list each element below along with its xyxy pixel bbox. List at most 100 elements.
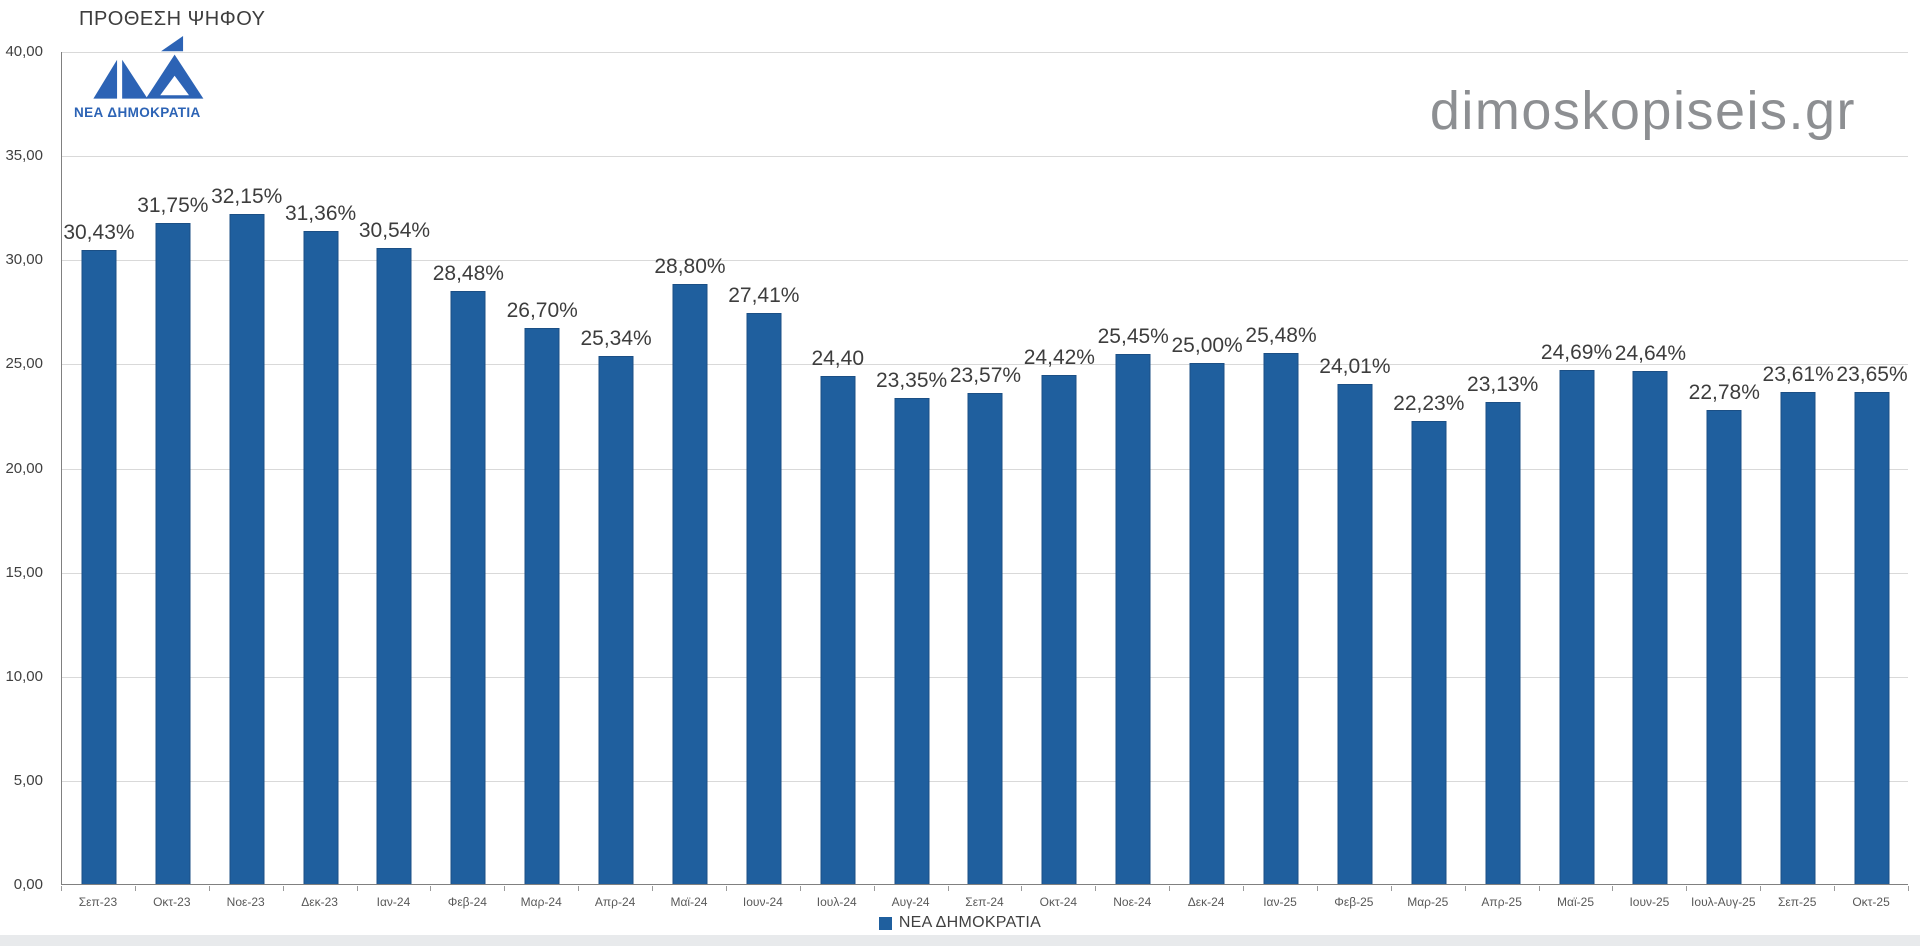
chart-title: ΠΡΟΘΕΣΗ ΨΗΦΟΥ [79, 8, 266, 30]
x-axis-tick [1464, 886, 1466, 891]
x-tick-label: Οκτ-25 [1852, 895, 1890, 909]
bar-slot: 24,69% [1540, 52, 1614, 884]
bar-value-label: 25,48% [1245, 324, 1317, 348]
x-tick-label: Μαρ-24 [520, 895, 562, 909]
bar-value-label: 28,80% [654, 255, 726, 279]
bar-slot: 25,34% [579, 52, 653, 884]
x-axis-tick [1390, 886, 1392, 891]
bar-slot: 31,75% [136, 52, 210, 884]
bar-Δεκ-23 [303, 230, 339, 884]
y-tick-label: 40,00 [5, 43, 43, 60]
bar-Αυγ-24 [894, 397, 930, 884]
nea-dimokratia-logo-icon [93, 36, 204, 99]
bar-Οκτ-23 [155, 222, 191, 884]
bar-Ιουν-25 [1632, 370, 1668, 884]
bar-value-label: 24,64% [1614, 341, 1687, 365]
bar-Απρ-24 [598, 356, 634, 884]
x-tick-label: Οκτ-24 [1039, 895, 1078, 909]
bar-Ιαν-24 [376, 248, 412, 884]
bar-slot: 23,65% [1835, 52, 1909, 884]
y-tick-label: 10,00 [5, 667, 43, 685]
nea-dimokratia-logo-text: ΝΕΑ ΔΗΜΟΚΡΑΤΙΑ [74, 105, 201, 120]
gridline [62, 364, 1908, 366]
bar-slot: 23,61% [1761, 52, 1835, 884]
x-tick-label: Σεπ-24 [965, 895, 1004, 909]
bar-value-label: 23,65% [1836, 362, 1908, 386]
bar-Σεπ-24 [967, 393, 1003, 884]
bar-slot: 31,36% [284, 52, 358, 884]
bar-value-label: 22,23% [1393, 392, 1465, 416]
x-axis-tick [61, 886, 62, 891]
x-tick-label: Ιουλ-24 [816, 895, 857, 909]
bar-Ιουλ-24 [820, 375, 856, 884]
bar-Ιουν-24 [746, 313, 782, 884]
bar-value-label: 23,57% [949, 364, 1022, 388]
bar-slot: 23,35% [875, 52, 949, 884]
x-axis-tick [208, 886, 210, 891]
x-axis-tick [1760, 886, 1762, 891]
bar-Σεπ-23 [81, 250, 117, 884]
bar-Απρ-25 [1485, 402, 1521, 884]
x-axis-tick [725, 886, 727, 891]
x-axis-tick [430, 886, 432, 891]
y-tick-label: 25,00 [5, 355, 43, 373]
x-tick-label: Νοε-23 [226, 895, 265, 909]
bar-Σεπ-25 [1780, 392, 1816, 884]
x-tick-label: Ιουλ-Αυγ-25 [1691, 895, 1756, 909]
nea-dimokratia-logo: ΝΕΑ ΔΗΜΟΚΡΑΤΙΑ [74, 36, 226, 120]
bar-value-label: 30,43% [63, 221, 135, 245]
bar-value-label: 23,13% [1467, 373, 1539, 397]
bar-value-label: 31,36% [284, 201, 357, 225]
x-axis-tick [282, 886, 284, 891]
bar-value-label: 26,70% [506, 298, 578, 322]
bar-value-label: 24,40 [811, 346, 865, 370]
x-axis-tick [1834, 886, 1836, 891]
y-tick-label: 35,00 [5, 147, 43, 165]
y-tick-label: 20,00 [5, 459, 43, 477]
x-tick-label: Σεπ-25 [1777, 895, 1817, 909]
bar-value-label: 23,35% [875, 368, 948, 392]
bar-slot: 28,80% [653, 52, 727, 884]
bar-value-label: 24,69% [1540, 340, 1613, 364]
x-axis-tick [134, 886, 136, 891]
bar-slot: 24,01% [1318, 52, 1392, 884]
x-axis: Σεπ-23 Οκτ-23 Νοε-23 Δεκ-23 Ιαν-24 Φεβ-24 Μαρ-… [61, 886, 1909, 944]
x-axis-tick [1095, 886, 1097, 891]
bar-Φεβ-25 [1337, 384, 1373, 884]
x-tick-label: Δεκ-23 [301, 895, 338, 909]
y-tick-label: 30,00 [5, 251, 43, 269]
bar-Ιαν-25 [1263, 353, 1299, 884]
x-axis-tick [873, 886, 875, 891]
x-tick-label: Ιουν-25 [1629, 895, 1670, 909]
bar-slot: 27,41% [727, 52, 801, 884]
bar-Μαϊ-24 [672, 284, 708, 884]
bar-value-label: 30,54% [358, 219, 431, 243]
x-tick-label: Ιαν-25 [1263, 895, 1297, 909]
bar-slot: 24,64% [1613, 52, 1687, 884]
x-tick-label: Ιουν-24 [742, 895, 783, 909]
legend: ΝΕΑ ΔΗΜΟΚΡΑΤΙΑ [0, 912, 1920, 934]
bar-value-label: 28,48% [432, 261, 504, 285]
x-tick-label: Δεκ-24 [1187, 895, 1225, 909]
x-axis-tick [1169, 886, 1171, 891]
gridline [62, 156, 1908, 158]
x-tick-label: Ιαν-24 [376, 895, 411, 909]
bar-Μαϊ-25 [1559, 369, 1595, 884]
bottom-gray-band [0, 935, 1920, 946]
bar-Φεβ-24 [450, 290, 486, 884]
x-axis-tick [1021, 886, 1023, 891]
y-axis: 0,00 5,00 10,00 15,00 20,00 25,00 30,00 35,00 40… [0, 43, 52, 893]
bar-Δεκ-24 [1189, 363, 1225, 884]
y-tick-label: 0,00 [13, 876, 43, 893]
bar-slot: 25,45% [1096, 52, 1170, 884]
x-axis-tick [1612, 886, 1614, 891]
x-axis-tick [947, 886, 949, 891]
legend-series-label: ΝΕΑ ΔΗΜΟΚΡΑΤΙΑ [898, 914, 1042, 931]
x-tick-label: Μαϊ-24 [670, 895, 708, 909]
bar-slot: 23,13% [1466, 52, 1540, 884]
x-axis-tick [578, 886, 580, 891]
bar-value-label: 22,78% [1688, 380, 1760, 404]
x-axis-tick [1243, 886, 1245, 891]
x-tick-label: Φεβ-24 [447, 895, 487, 909]
